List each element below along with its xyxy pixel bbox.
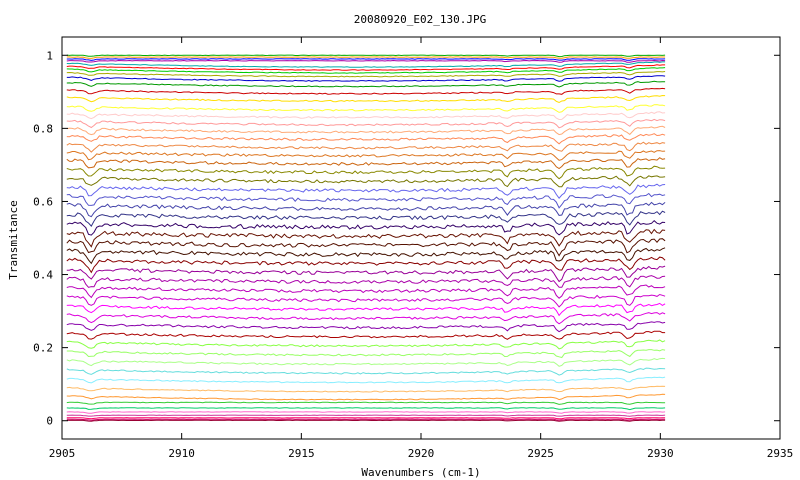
spectrum-series-line <box>66 367 666 376</box>
spectrum-series-line <box>66 210 666 227</box>
spectrum-series-line <box>66 418 666 421</box>
spectrum-series-line <box>66 357 666 367</box>
spectrum-series-line <box>66 339 666 350</box>
x-tick-label: 2915 <box>288 447 315 460</box>
plot-frame <box>61 36 781 440</box>
spectrum-series-line <box>66 321 666 333</box>
spectrum-series-line <box>66 201 666 218</box>
spectrum-series-line <box>66 312 666 325</box>
x-tick-label: 2905 <box>49 447 76 460</box>
x-tick-label: 2930 <box>647 447 674 460</box>
spectrum-series-line <box>66 349 666 359</box>
spectrum-series-line <box>66 104 666 113</box>
y-tick-label: 0.2 <box>33 342 53 355</box>
spectrum-series-line <box>66 419 666 422</box>
spectrum-series-line <box>66 54 666 58</box>
spectrum-series-line <box>66 94 666 104</box>
y-axis-label: Transmitance <box>7 200 20 279</box>
spectrum-series-line <box>66 302 666 317</box>
spectrum-series-line <box>66 150 666 161</box>
spectrum-series-line <box>66 67 666 74</box>
spectrum-series-line <box>66 247 666 265</box>
spectrum-series-line <box>66 165 666 180</box>
spectrum-series-line <box>66 393 666 401</box>
spectrum-series-line <box>66 376 666 384</box>
spectrum-series-line <box>66 414 666 417</box>
spectrum-series-line <box>66 64 666 71</box>
y-tick-label: 0.6 <box>33 195 53 208</box>
spectrum-series-line <box>66 256 666 274</box>
spectrum-series-line <box>66 80 666 88</box>
x-tick-label: 2935 <box>767 447 794 460</box>
spectrum-series-line <box>66 175 666 188</box>
spectrum-series-line <box>66 133 666 145</box>
spectrum-series-line <box>66 58 666 61</box>
chart-title: 20080920_E02_130.JPG <box>354 13 486 26</box>
spectrum-series-line <box>66 411 666 414</box>
spectrum-series-line <box>66 75 666 82</box>
spectrum-series-line <box>66 87 666 95</box>
spectrum-series-line <box>66 141 666 153</box>
y-tick-label: 1 <box>46 49 53 62</box>
spectrum-series-line <box>66 401 666 405</box>
x-tick-label: 2910 <box>168 447 195 460</box>
spectrum-series-line <box>66 330 666 340</box>
y-tick-label: 0.8 <box>33 122 53 135</box>
spectrum-series-line <box>66 238 666 257</box>
spectrum-series-line <box>66 183 666 200</box>
spectrum-series-line <box>66 125 666 136</box>
spectrum-series-line <box>66 293 666 308</box>
spectrum-series-line <box>66 61 666 68</box>
spectrum-series-line <box>66 56 666 59</box>
spectrum-series-line <box>66 59 666 63</box>
plot-area <box>66 54 666 422</box>
spectrum-series-line <box>66 111 666 121</box>
y-tick-label: 0.4 <box>33 269 53 282</box>
spectrum-series-line <box>66 228 666 248</box>
spectrum-series-line <box>66 385 666 393</box>
x-tick-label: 2925 <box>527 447 554 460</box>
axis-ticks: 2905 2910 2915 2920 2925 2930 2935 0 0.2 0.4 0.6 0.… <box>33 37 793 460</box>
spectrum-series-line <box>66 417 666 420</box>
x-axis-label: Wavenumbers (cm-1) <box>361 466 480 479</box>
y-tick-label: 0 <box>46 415 53 428</box>
x-tick-label: 2920 <box>408 447 435 460</box>
spectrum-series-line <box>66 192 666 209</box>
spectrum-series-line <box>66 220 666 236</box>
spectrum-series-line <box>66 275 666 288</box>
spectrum-series-line <box>66 265 666 283</box>
spectrum-series-line <box>66 284 666 299</box>
spectrum-series-line <box>66 118 666 129</box>
spectrum-series-line <box>66 157 666 170</box>
spectrum-series-line <box>66 407 666 411</box>
spectrum-series-line <box>66 71 666 78</box>
